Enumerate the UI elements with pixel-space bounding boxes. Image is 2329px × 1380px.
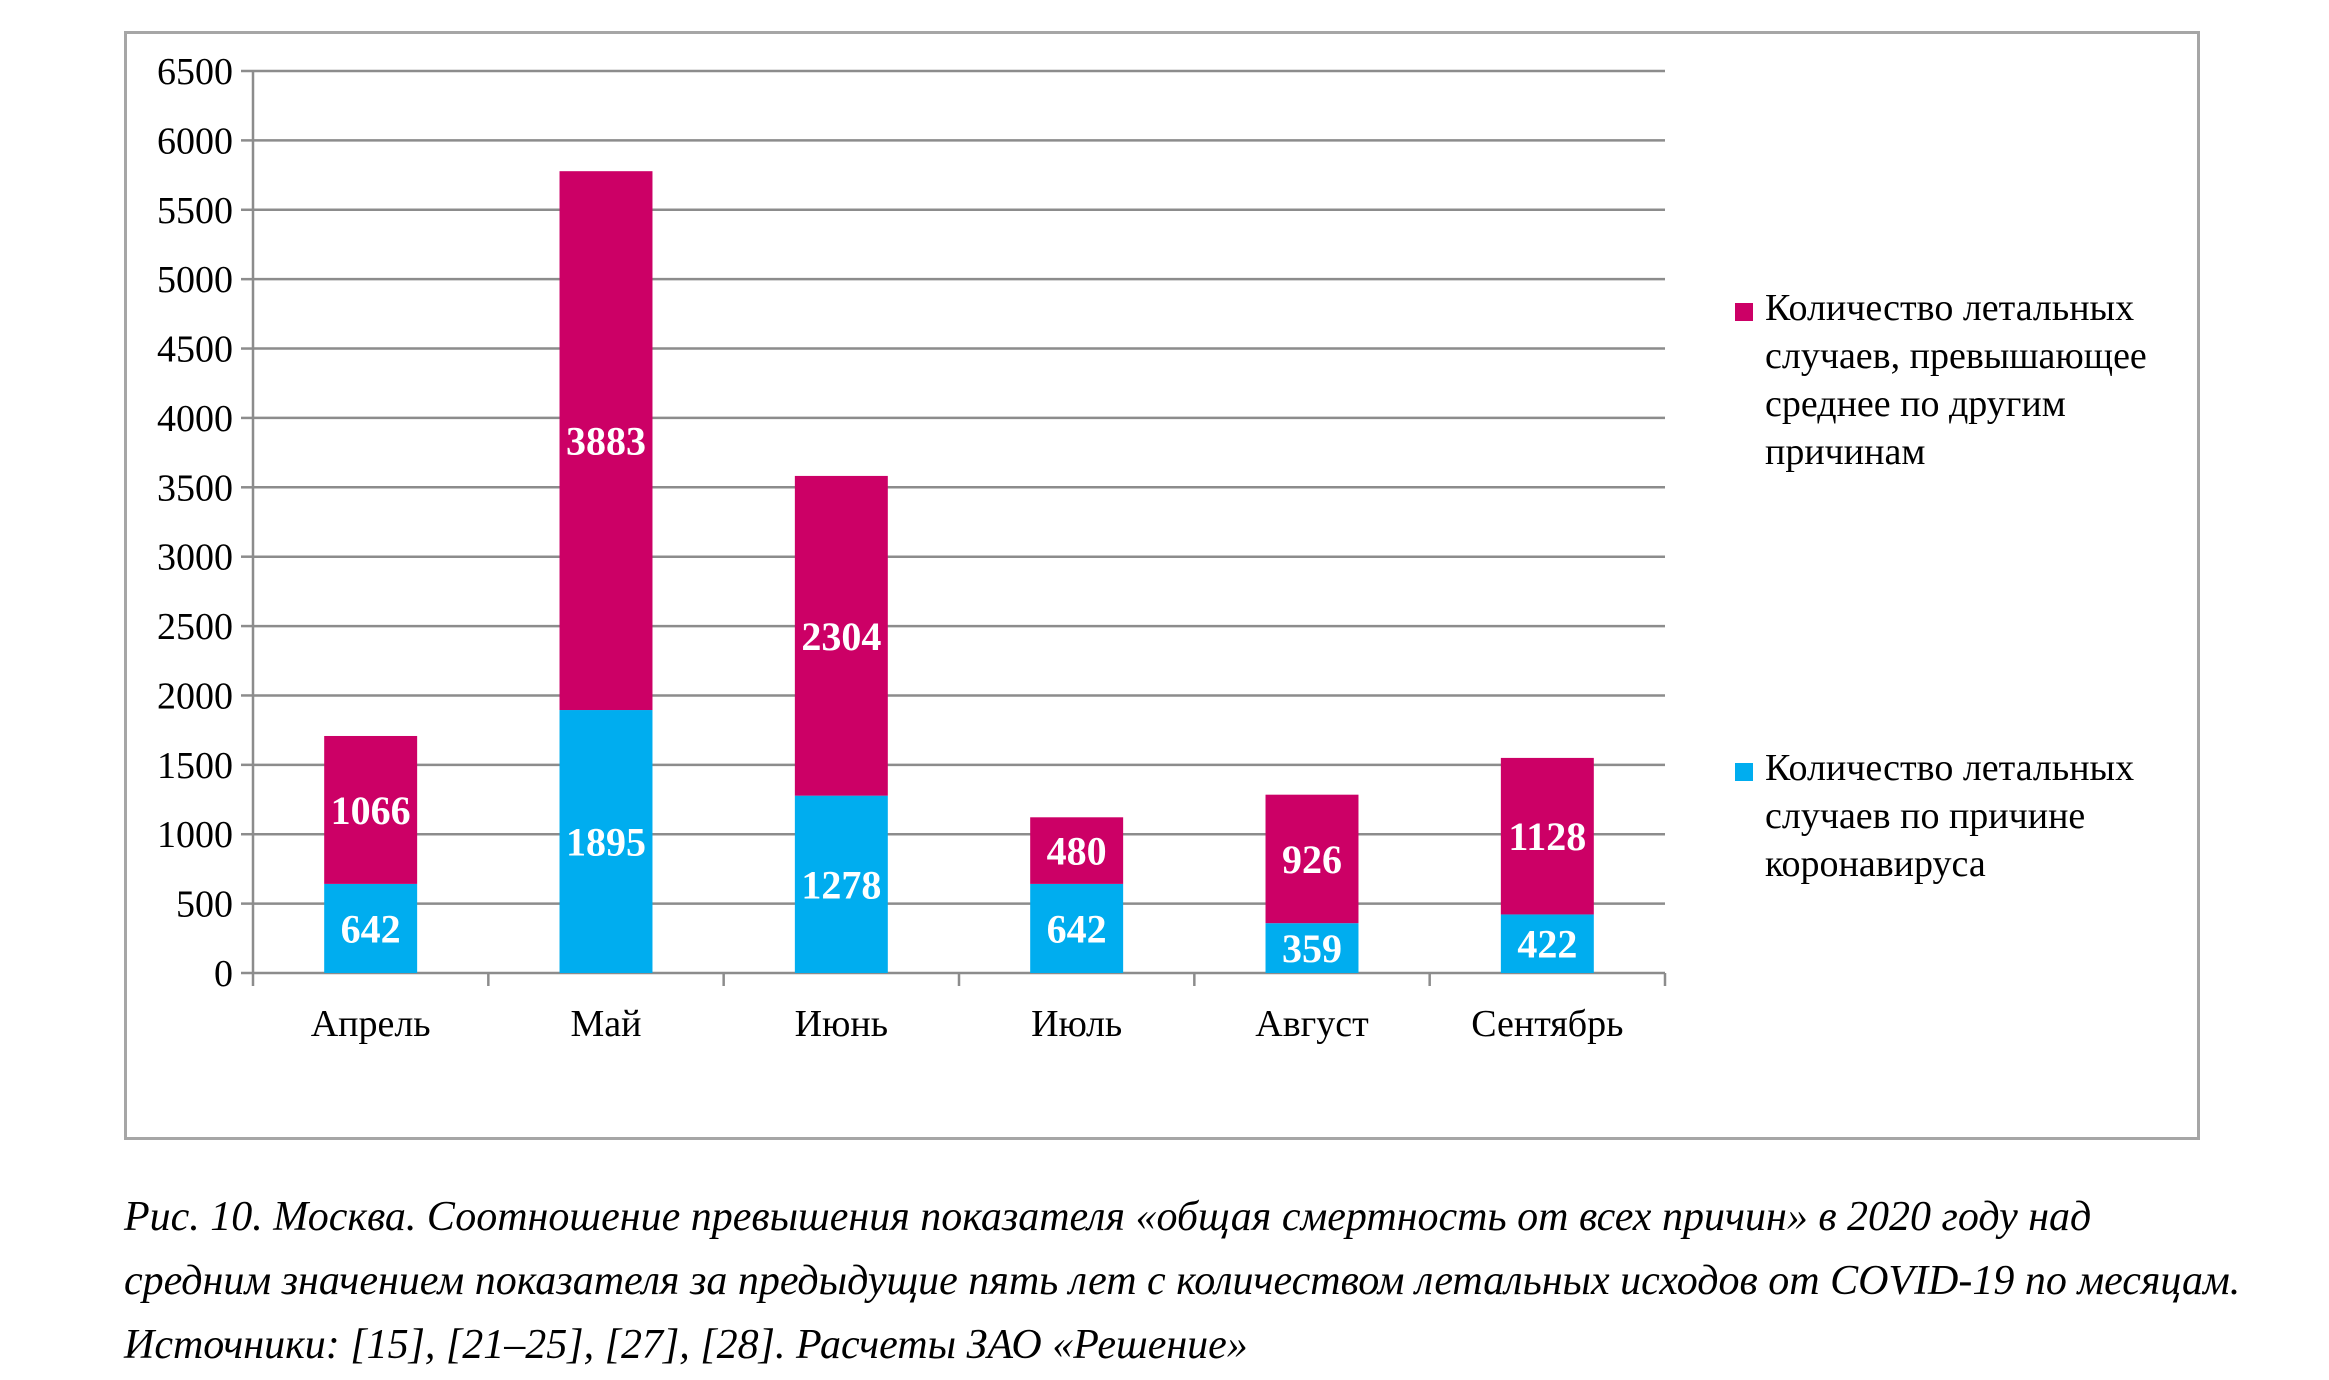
bar-excess-other (794, 475, 888, 796)
x-tick-label: Июль (1031, 1003, 1122, 1045)
chart-frame: 0 500 1000 1500 2000 2500 3000 3500 4000 4500 5000… (124, 31, 2200, 1140)
data-label: 1278 (801, 862, 881, 907)
data-label: 3883 (566, 419, 646, 464)
y-tick-label: 4000 (157, 398, 233, 440)
y-tick-label: 3500 (157, 467, 233, 509)
bar-excess-other (559, 171, 653, 711)
y-tick-label: 6000 (157, 120, 233, 162)
y-tick-label: 2000 (157, 675, 233, 717)
data-label: 642 (1047, 906, 1107, 951)
bar-excess-other (1265, 794, 1359, 924)
y-tick-label: 1500 (157, 745, 233, 787)
stacked-bar-chart: 0 500 1000 1500 2000 2500 3000 3500 4000 4500 5000… (157, 51, 2147, 1045)
x-tick-label: Август (1255, 1003, 1369, 1045)
figure-caption: Рис. 10. Москва. Соотношение превышения … (124, 1194, 2241, 1368)
data-label: 1895 (566, 820, 646, 865)
bar-coronavirus (324, 883, 418, 973)
data-label: 480 (1047, 829, 1107, 874)
bar-coronavirus (1030, 883, 1124, 973)
bar-excess-other (1030, 817, 1124, 884)
bar-coronavirus (1500, 914, 1594, 973)
bar-coronavirus (1265, 923, 1359, 973)
bar-coronavirus (794, 795, 888, 973)
data-label: 422 (1517, 922, 1577, 967)
legend-swatch (1735, 303, 1753, 321)
legend-swatch (1735, 763, 1753, 781)
legend-label: Количество летальных случаев, превышающее… (1765, 287, 2147, 473)
y-tick-label: 3000 (157, 537, 233, 579)
bar-excess-other (324, 735, 418, 884)
x-tick-label: Май (571, 1003, 642, 1045)
y-tick-label: 500 (176, 884, 233, 926)
data-label: 1066 (331, 788, 411, 833)
x-tick-label: Июнь (795, 1003, 889, 1045)
y-tick-label: 5500 (157, 190, 233, 232)
y-tick-label: 2500 (157, 606, 233, 648)
data-label: 642 (341, 906, 401, 951)
data-label: 1128 (1508, 814, 1586, 859)
bar-coronavirus (559, 710, 653, 973)
data-label: 359 (1282, 926, 1342, 971)
x-tick-label: Сентябрь (1471, 1003, 1623, 1045)
data-label: 2304 (801, 614, 881, 659)
y-tick-label: 5000 (157, 259, 233, 301)
y-tick-label: 4500 (157, 329, 233, 371)
bar-excess-other (1500, 757, 1594, 915)
y-tick-label: 1000 (157, 814, 233, 856)
data-label: 926 (1282, 837, 1342, 882)
legend-label: Количество летальных случаев по причине ко… (1765, 747, 2134, 885)
x-tick-label: Апрель (311, 1003, 431, 1045)
y-tick-label: 0 (214, 953, 233, 995)
y-tick-label: 6500 (157, 51, 233, 93)
